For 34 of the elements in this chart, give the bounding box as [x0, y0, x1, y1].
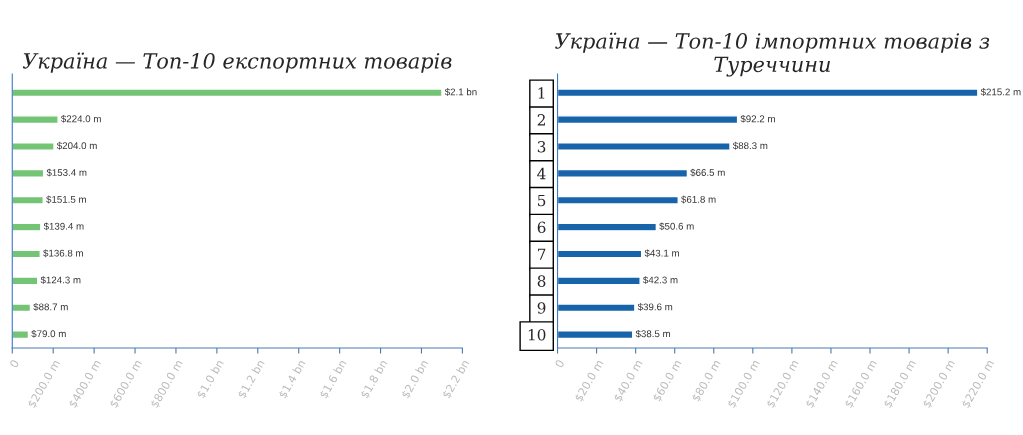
data-label: $88.7 m [33, 303, 68, 311]
data-label: $79.0 m [31, 329, 66, 338]
data-label: $50.6 m [659, 222, 694, 231]
data-label: $2.1 bn [444, 88, 477, 96]
data-label: $204.0 m [56, 141, 97, 150]
y-tick-label: 7 [537, 248, 546, 260]
y-tick-label: 1 [538, 87, 545, 99]
data-label: $215.2 m [980, 88, 1021, 96]
data-label: $66.5 m [690, 168, 725, 177]
data-label: $92.2 m [740, 114, 775, 123]
data-label: $38.5 m [635, 329, 670, 338]
data-label: $61.8 m [681, 195, 716, 204]
data-label: $153.4 m [46, 168, 87, 177]
y-tick-label: 6 [537, 221, 546, 234]
x-tick-label: 0 [554, 359, 565, 369]
y-tick-label: 3 [537, 140, 546, 153]
data-label: $39.6 m [637, 303, 673, 311]
data-label: $139.4 m [43, 222, 84, 231]
data-label: $136.8 m [43, 249, 83, 258]
y-tick-label: 10 [528, 329, 546, 341]
chart-title: Україна — Топ-10 імпортних товарів з Туреччини [555, 32, 990, 77]
x-tick-label: 0 [9, 359, 20, 369]
data-label: $43.1 m [644, 249, 679, 258]
y-tick-label: 2 [537, 114, 545, 126]
data-label: $42.3 m [643, 276, 678, 285]
y-tick-label: 5 [538, 194, 546, 207]
y-tick-label: 9 [537, 302, 546, 314]
y-tick-label: 4 [537, 167, 546, 180]
chart-title: Україна — Топ-10 експортних товарів [22, 52, 452, 73]
y-tick-label: 8 [537, 275, 546, 287]
data-label: $124.3 m [40, 276, 81, 285]
data-label: $224.0 m [60, 114, 101, 123]
data-label: $151.5 m [46, 195, 86, 204]
data-label: $88.3 m [732, 141, 768, 150]
